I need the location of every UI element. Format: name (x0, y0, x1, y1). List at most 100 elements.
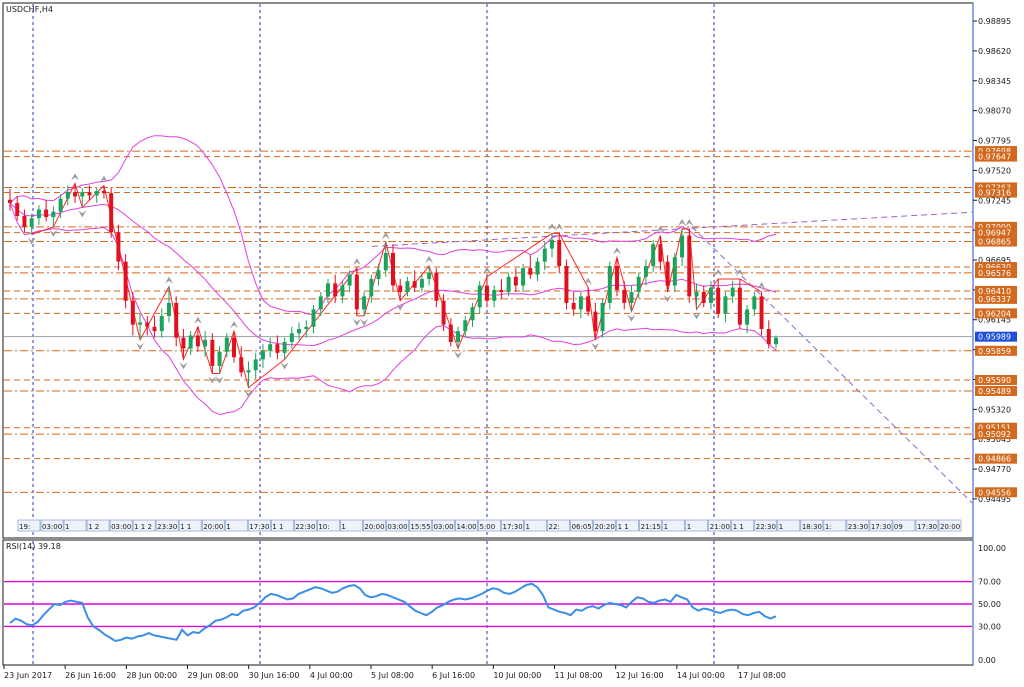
session-tag-label: 1 (664, 523, 668, 531)
level-label-box (975, 227, 1017, 238)
rsi-tick-label: 50.00 (978, 600, 1001, 609)
candle-body (528, 268, 533, 275)
session-tag-label: 1 2 (88, 523, 99, 531)
time-tick-label: 14 Jul 00:00 (677, 671, 725, 680)
session-tag-label: 22: (549, 523, 560, 531)
level-label-text: 0.95859 (978, 347, 1011, 356)
session-tag-label: 09 (894, 523, 903, 531)
level-label-box (975, 236, 1017, 247)
candle (347, 270, 352, 293)
candle (166, 286, 171, 323)
level-label-box (975, 151, 1017, 162)
bollinger-lower-band (9, 202, 777, 416)
session-tag-box (547, 519, 570, 532)
session-tag-label: 20:00 (203, 523, 223, 531)
session-tag-box (63, 519, 87, 532)
candle-body (456, 331, 461, 342)
session-tag-box (109, 519, 133, 532)
session-tag-box (777, 519, 801, 532)
session-tag-box (132, 519, 156, 532)
candle-body (484, 285, 489, 301)
candle (8, 188, 12, 211)
candle (73, 183, 78, 203)
fractal-down-marker (136, 342, 145, 350)
session-tag-label: 22:30 (295, 523, 315, 531)
level-label-box (975, 285, 1017, 296)
fractal-up-marker (71, 173, 80, 181)
candle-body (506, 276, 511, 293)
price-tick-label: 0.94770 (978, 465, 1011, 474)
candle (297, 322, 302, 340)
rsi-tick-label: 100.00 (978, 544, 1006, 553)
candle-body (535, 261, 540, 275)
candle-body (188, 335, 193, 349)
session-tag-box (86, 519, 110, 532)
session-tag-label: 19: (19, 523, 30, 531)
candle-body (116, 232, 121, 262)
resistance-trend-line[interactable] (371, 211, 973, 247)
level-label-box (975, 453, 1017, 464)
session-tag-label: 03:00 (111, 523, 131, 531)
time-axis[interactable]: 23 Jun 2017 26 Jun 16:00 28 Jun 00:00 29 Ju… (3, 665, 786, 680)
candle (571, 292, 576, 316)
fractal-up-marker (352, 258, 361, 266)
session-tag-box (662, 519, 686, 532)
candle (745, 305, 750, 334)
session-tag-label: 20:20 (595, 523, 615, 531)
level-label-box (975, 262, 1017, 273)
fractal-up-marker (714, 269, 723, 277)
candle (766, 320, 771, 349)
candle (109, 187, 114, 238)
candle-body (166, 302, 171, 316)
session-tag-box (708, 519, 732, 532)
session-tag-box (731, 519, 755, 532)
session-tag-box (201, 519, 225, 532)
candle-body (622, 289, 627, 303)
candle-body (22, 216, 27, 227)
session-tag-box (478, 519, 501, 532)
candle (253, 352, 258, 379)
candle (246, 361, 251, 388)
candle (665, 255, 670, 293)
candle-body (607, 265, 612, 303)
candle-body (680, 235, 685, 258)
session-tag-label: 1 1 (618, 523, 629, 531)
session-tag-box (593, 519, 616, 532)
candle-body (412, 281, 417, 288)
session-tag-box (432, 519, 455, 532)
candle-body (347, 274, 352, 286)
session-tag-box (616, 519, 639, 532)
fractal-down-marker (78, 210, 87, 218)
candle (94, 187, 99, 203)
candle (521, 263, 526, 293)
candle (557, 233, 562, 273)
session-tag-label: 17:30 (871, 523, 891, 531)
candle-body (311, 309, 316, 327)
level-label-box (975, 429, 1017, 440)
fractal-down-marker (692, 312, 701, 320)
fractal-up-marker (555, 223, 564, 231)
candle-body (181, 337, 186, 349)
candle (195, 326, 200, 352)
candle (87, 185, 92, 201)
candle (391, 244, 395, 293)
candle (354, 268, 359, 316)
session-tag-box (17, 519, 41, 532)
session-tag-label: 15:55 (410, 523, 430, 531)
candle-body (340, 285, 345, 297)
candle (36, 205, 41, 225)
candle (716, 279, 721, 319)
fractal-up-marker (735, 269, 744, 277)
candle (694, 283, 699, 310)
session-tag-label: 1 1 (272, 523, 283, 531)
session-tag-box (270, 519, 294, 532)
fractal-down-marker (215, 376, 224, 384)
candle (708, 281, 713, 310)
candle (419, 274, 424, 293)
candle (15, 196, 20, 221)
session-tag-box (938, 519, 962, 532)
fractal-down-marker (49, 229, 58, 237)
session-tag-label: 20:00 (364, 523, 384, 531)
